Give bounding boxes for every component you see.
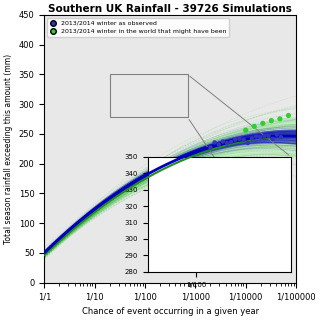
Bar [110, 75, 188, 117]
Point [260, 121, 265, 126]
Point [208, 145, 213, 150]
Point [253, 134, 259, 139]
Point [286, 113, 291, 118]
Y-axis label: Total season rainfall exceeding this amount (mm): Total season rainfall exceeding this amo… [4, 54, 13, 244]
Point [252, 124, 257, 129]
Point [216, 142, 221, 147]
X-axis label: Chance of event occurring in a given year: Chance of event occurring in a given yea… [82, 307, 259, 316]
Legend: 2013/2014 winter as observed, 2013/2014 winter in the world that might have been: 2013/2014 winter as observed, 2013/2014 … [47, 18, 229, 37]
Point [220, 139, 225, 144]
Point [270, 136, 275, 141]
Point [243, 128, 248, 133]
Point [245, 140, 250, 146]
Point [269, 118, 274, 123]
Point [224, 140, 229, 146]
Point [262, 133, 267, 139]
Point [258, 135, 263, 140]
Point [274, 132, 279, 137]
Point [266, 133, 271, 139]
Point [237, 136, 242, 141]
Title: Southern UK Rainfall - 39726 Simulations: Southern UK Rainfall - 39726 Simulations [48, 4, 292, 14]
Point [241, 137, 246, 142]
Point [228, 140, 234, 145]
Point [233, 137, 238, 142]
Point [249, 136, 254, 141]
Point [278, 134, 284, 140]
Point [212, 140, 217, 145]
Point [277, 116, 283, 121]
